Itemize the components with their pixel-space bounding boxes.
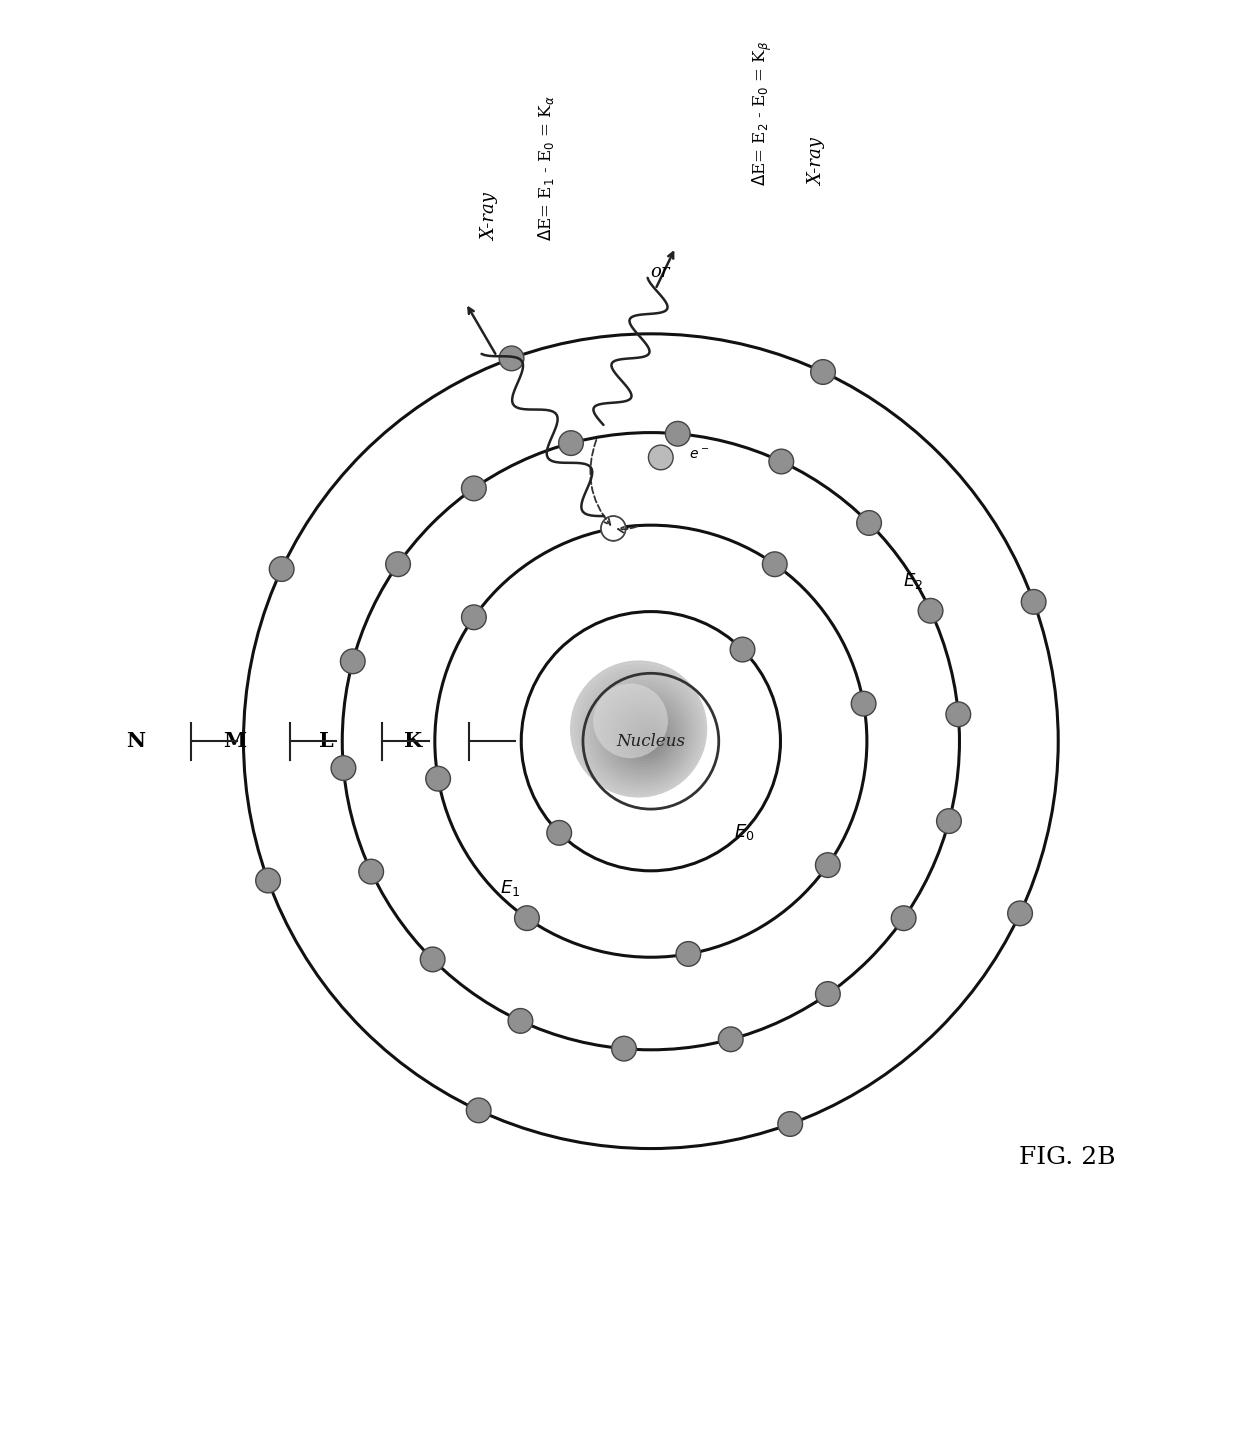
Circle shape — [570, 661, 707, 796]
Text: X-ray: X-ray — [481, 193, 500, 242]
Circle shape — [892, 906, 916, 930]
Circle shape — [547, 821, 572, 845]
Circle shape — [587, 677, 696, 786]
Circle shape — [331, 756, 356, 780]
Circle shape — [615, 706, 676, 766]
Circle shape — [386, 552, 410, 576]
Circle shape — [676, 942, 701, 966]
Circle shape — [666, 422, 691, 446]
Circle shape — [590, 681, 693, 783]
Text: FIG. 2B: FIG. 2B — [1019, 1146, 1116, 1169]
Circle shape — [341, 649, 365, 674]
Circle shape — [811, 360, 836, 384]
Circle shape — [647, 737, 653, 744]
Circle shape — [515, 906, 539, 930]
Circle shape — [649, 445, 673, 469]
Circle shape — [777, 1112, 802, 1136]
Text: M: M — [223, 732, 246, 752]
Circle shape — [852, 691, 875, 716]
Circle shape — [718, 1027, 743, 1051]
Circle shape — [420, 948, 445, 972]
Text: N: N — [126, 732, 145, 752]
Circle shape — [508, 1008, 533, 1034]
Circle shape — [635, 726, 662, 752]
Circle shape — [622, 713, 671, 760]
Circle shape — [936, 809, 961, 834]
Text: L: L — [320, 732, 335, 752]
Circle shape — [461, 605, 486, 629]
Text: X-ray: X-ray — [808, 138, 827, 186]
Circle shape — [466, 1099, 491, 1123]
Circle shape — [461, 477, 486, 501]
Text: $E_1$: $E_1$ — [500, 878, 521, 899]
Circle shape — [816, 852, 841, 877]
Circle shape — [1022, 589, 1047, 615]
Circle shape — [857, 511, 882, 536]
Circle shape — [611, 701, 678, 769]
Circle shape — [631, 721, 665, 755]
Circle shape — [583, 672, 698, 789]
Circle shape — [255, 868, 280, 893]
Circle shape — [946, 701, 971, 727]
Text: or: or — [650, 264, 670, 281]
Circle shape — [1008, 901, 1033, 926]
Circle shape — [642, 733, 656, 747]
Circle shape — [595, 685, 689, 780]
Circle shape — [559, 431, 583, 455]
Circle shape — [601, 516, 626, 541]
Circle shape — [730, 638, 755, 662]
Circle shape — [269, 557, 294, 582]
Text: Nucleus: Nucleus — [616, 733, 686, 750]
Circle shape — [500, 346, 523, 370]
Text: $\Delta$E= E$_1$ - E$_0$ = K$_\alpha$: $\Delta$E= E$_1$ - E$_0$ = K$_\alpha$ — [536, 95, 556, 242]
Text: $\Delta$E= E$_2$ - E$_0$ = K$_\beta$: $\Delta$E= E$_2$ - E$_0$ = K$_\beta$ — [750, 40, 774, 186]
Circle shape — [619, 708, 673, 763]
Circle shape — [358, 860, 383, 884]
Circle shape — [627, 717, 667, 757]
Circle shape — [639, 729, 660, 750]
Circle shape — [603, 693, 684, 775]
Text: $E_0$: $E_0$ — [734, 822, 754, 842]
Circle shape — [763, 552, 787, 576]
Circle shape — [606, 697, 682, 772]
Circle shape — [579, 670, 701, 792]
Circle shape — [599, 690, 687, 778]
Circle shape — [425, 766, 450, 791]
Circle shape — [918, 599, 942, 624]
Circle shape — [611, 1037, 636, 1061]
Circle shape — [575, 665, 704, 793]
Circle shape — [769, 449, 794, 474]
Text: $E_2$: $E_2$ — [903, 570, 924, 590]
Circle shape — [601, 516, 626, 541]
Text: K: K — [404, 732, 423, 752]
Circle shape — [816, 982, 841, 1007]
Circle shape — [593, 684, 668, 759]
Text: $e^-$: $e^-$ — [688, 448, 709, 461]
